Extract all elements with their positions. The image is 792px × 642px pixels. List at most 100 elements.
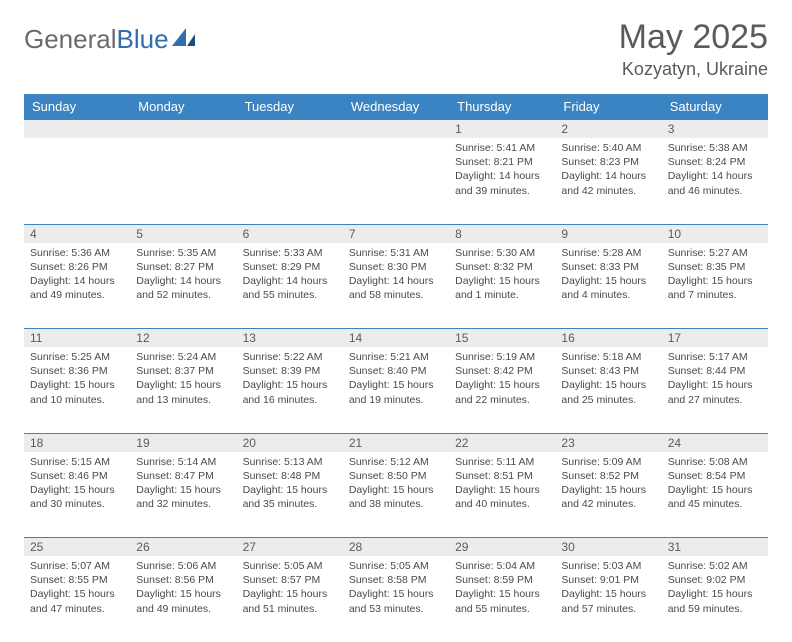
logo-text: GeneralBlue (24, 24, 169, 55)
day-details: Sunrise: 5:28 AMSunset: 8:33 PMDaylight:… (561, 246, 655, 303)
location: Kozyatyn, Ukraine (619, 59, 768, 80)
day-number: 31 (662, 538, 768, 557)
day-cell: Sunrise: 5:22 AMSunset: 8:39 PMDaylight:… (237, 347, 343, 433)
day-details-row: Sunrise: 5:07 AMSunset: 8:55 PMDaylight:… (24, 556, 768, 642)
day-number: 5 (130, 224, 236, 243)
logo: GeneralBlue (24, 24, 197, 55)
day-header: Thursday (449, 94, 555, 120)
day-number: 3 (662, 120, 768, 139)
day-details: Sunrise: 5:05 AMSunset: 8:57 PMDaylight:… (243, 559, 337, 616)
day-cell: Sunrise: 5:03 AMSunset: 9:01 PMDaylight:… (555, 556, 661, 642)
day-cell (343, 138, 449, 224)
day-details-row: Sunrise: 5:36 AMSunset: 8:26 PMDaylight:… (24, 243, 768, 329)
logo-part2: Blue (117, 24, 169, 54)
day-number: 12 (130, 329, 236, 348)
day-number (24, 120, 130, 139)
day-details: Sunrise: 5:18 AMSunset: 8:43 PMDaylight:… (561, 350, 655, 407)
day-header: Saturday (662, 94, 768, 120)
day-details: Sunrise: 5:41 AMSunset: 8:21 PMDaylight:… (455, 141, 549, 198)
day-number: 24 (662, 433, 768, 452)
day-number: 4 (24, 224, 130, 243)
day-number: 27 (237, 538, 343, 557)
calendar-body: 123Sunrise: 5:41 AMSunset: 8:21 PMDaylig… (24, 120, 768, 642)
day-number: 23 (555, 433, 661, 452)
day-number: 29 (449, 538, 555, 557)
title-block: May 2025 Kozyatyn, Ukraine (619, 18, 768, 80)
day-details: Sunrise: 5:24 AMSunset: 8:37 PMDaylight:… (136, 350, 230, 407)
day-number-row: 45678910 (24, 224, 768, 243)
day-number (343, 120, 449, 139)
day-number: 14 (343, 329, 449, 348)
day-header: Friday (555, 94, 661, 120)
day-number-row: 123 (24, 120, 768, 139)
day-cell: Sunrise: 5:15 AMSunset: 8:46 PMDaylight:… (24, 452, 130, 538)
day-number: 10 (662, 224, 768, 243)
logo-part1: General (24, 24, 117, 54)
day-cell: Sunrise: 5:41 AMSunset: 8:21 PMDaylight:… (449, 138, 555, 224)
calendar-table: SundayMondayTuesdayWednesdayThursdayFrid… (24, 94, 768, 642)
day-number: 22 (449, 433, 555, 452)
month-title: May 2025 (619, 18, 768, 57)
day-details: Sunrise: 5:06 AMSunset: 8:56 PMDaylight:… (136, 559, 230, 616)
day-details: Sunrise: 5:38 AMSunset: 8:24 PMDaylight:… (668, 141, 762, 198)
day-cell: Sunrise: 5:40 AMSunset: 8:23 PMDaylight:… (555, 138, 661, 224)
day-cell: Sunrise: 5:25 AMSunset: 8:36 PMDaylight:… (24, 347, 130, 433)
day-details: Sunrise: 5:30 AMSunset: 8:32 PMDaylight:… (455, 246, 549, 303)
day-details: Sunrise: 5:13 AMSunset: 8:48 PMDaylight:… (243, 455, 337, 512)
day-cell: Sunrise: 5:35 AMSunset: 8:27 PMDaylight:… (130, 243, 236, 329)
day-number: 6 (237, 224, 343, 243)
day-number (237, 120, 343, 139)
day-details: Sunrise: 5:15 AMSunset: 8:46 PMDaylight:… (30, 455, 124, 512)
day-details: Sunrise: 5:31 AMSunset: 8:30 PMDaylight:… (349, 246, 443, 303)
day-cell: Sunrise: 5:11 AMSunset: 8:51 PMDaylight:… (449, 452, 555, 538)
day-cell: Sunrise: 5:08 AMSunset: 8:54 PMDaylight:… (662, 452, 768, 538)
day-details: Sunrise: 5:03 AMSunset: 9:01 PMDaylight:… (561, 559, 655, 616)
day-number: 25 (24, 538, 130, 557)
day-details: Sunrise: 5:05 AMSunset: 8:58 PMDaylight:… (349, 559, 443, 616)
day-details-row: Sunrise: 5:15 AMSunset: 8:46 PMDaylight:… (24, 452, 768, 538)
header: GeneralBlue May 2025 Kozyatyn, Ukraine (24, 18, 768, 80)
day-cell (24, 138, 130, 224)
day-cell: Sunrise: 5:36 AMSunset: 8:26 PMDaylight:… (24, 243, 130, 329)
day-number: 2 (555, 120, 661, 139)
day-details: Sunrise: 5:14 AMSunset: 8:47 PMDaylight:… (136, 455, 230, 512)
day-cell: Sunrise: 5:19 AMSunset: 8:42 PMDaylight:… (449, 347, 555, 433)
day-cell: Sunrise: 5:02 AMSunset: 9:02 PMDaylight:… (662, 556, 768, 642)
day-cell: Sunrise: 5:17 AMSunset: 8:44 PMDaylight:… (662, 347, 768, 433)
day-cell: Sunrise: 5:13 AMSunset: 8:48 PMDaylight:… (237, 452, 343, 538)
day-cell: Sunrise: 5:14 AMSunset: 8:47 PMDaylight:… (130, 452, 236, 538)
day-details: Sunrise: 5:36 AMSunset: 8:26 PMDaylight:… (30, 246, 124, 303)
day-number: 19 (130, 433, 236, 452)
day-number: 28 (343, 538, 449, 557)
day-number: 20 (237, 433, 343, 452)
day-number: 8 (449, 224, 555, 243)
day-number: 7 (343, 224, 449, 243)
day-number-row: 18192021222324 (24, 433, 768, 452)
day-number: 13 (237, 329, 343, 348)
day-header: Tuesday (237, 94, 343, 120)
day-number: 26 (130, 538, 236, 557)
day-details: Sunrise: 5:04 AMSunset: 8:59 PMDaylight:… (455, 559, 549, 616)
day-number: 9 (555, 224, 661, 243)
day-details: Sunrise: 5:08 AMSunset: 8:54 PMDaylight:… (668, 455, 762, 512)
day-number: 16 (555, 329, 661, 348)
day-details: Sunrise: 5:02 AMSunset: 9:02 PMDaylight:… (668, 559, 762, 616)
day-cell: Sunrise: 5:12 AMSunset: 8:50 PMDaylight:… (343, 452, 449, 538)
day-details: Sunrise: 5:11 AMSunset: 8:51 PMDaylight:… (455, 455, 549, 512)
day-cell: Sunrise: 5:31 AMSunset: 8:30 PMDaylight:… (343, 243, 449, 329)
day-details: Sunrise: 5:27 AMSunset: 8:35 PMDaylight:… (668, 246, 762, 303)
day-details: Sunrise: 5:22 AMSunset: 8:39 PMDaylight:… (243, 350, 337, 407)
day-number: 21 (343, 433, 449, 452)
day-details: Sunrise: 5:40 AMSunset: 8:23 PMDaylight:… (561, 141, 655, 198)
day-number-row: 25262728293031 (24, 538, 768, 557)
day-cell: Sunrise: 5:21 AMSunset: 8:40 PMDaylight:… (343, 347, 449, 433)
day-cell (130, 138, 236, 224)
day-details: Sunrise: 5:17 AMSunset: 8:44 PMDaylight:… (668, 350, 762, 407)
day-cell: Sunrise: 5:38 AMSunset: 8:24 PMDaylight:… (662, 138, 768, 224)
day-number: 11 (24, 329, 130, 348)
day-header: Monday (130, 94, 236, 120)
day-details: Sunrise: 5:35 AMSunset: 8:27 PMDaylight:… (136, 246, 230, 303)
day-cell: Sunrise: 5:09 AMSunset: 8:52 PMDaylight:… (555, 452, 661, 538)
day-cell: Sunrise: 5:04 AMSunset: 8:59 PMDaylight:… (449, 556, 555, 642)
day-number: 15 (449, 329, 555, 348)
